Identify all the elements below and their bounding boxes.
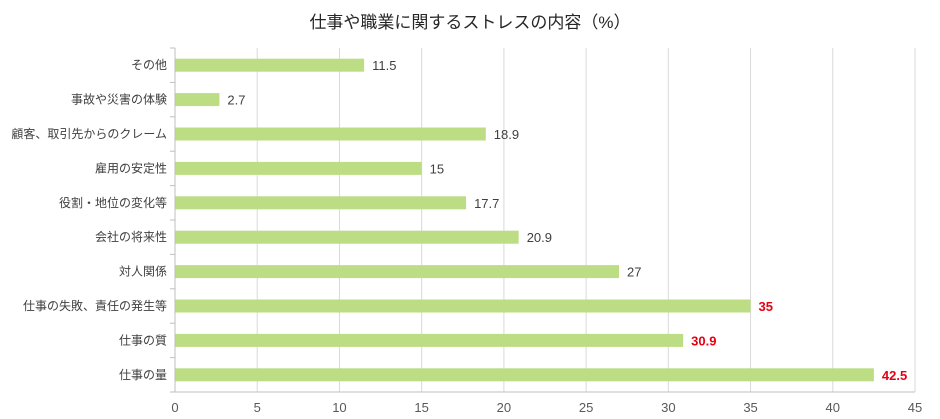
bar <box>175 58 365 72</box>
tick-labels: 0 5 10 15 20 25 30 35 40 45 <box>171 400 922 415</box>
bar <box>175 333 684 347</box>
x-tick-label: 40 <box>826 400 840 415</box>
category-labels: その他事故や災害の体験顧客、取引先からのクレーム雇用の安定性役割・地位の変化等会… <box>11 58 167 382</box>
bars <box>175 58 874 382</box>
bar <box>175 127 486 141</box>
x-tick-label: 10 <box>332 400 346 415</box>
gridlines <box>174 48 916 392</box>
category-label: 会社の将来性 <box>95 229 167 244</box>
x-tick-label: 0 <box>171 400 178 415</box>
bar <box>175 161 422 175</box>
x-tick-label: 45 <box>908 400 922 415</box>
data-label: 42.5 <box>882 368 907 383</box>
data-label: 18.9 <box>494 127 519 142</box>
x-tick-label: 20 <box>497 400 511 415</box>
data-label: 20.9 <box>527 230 552 245</box>
x-tick-label: 5 <box>254 400 261 415</box>
category-label: 仕事の量 <box>119 368 167 382</box>
data-label: 11.5 <box>372 58 396 73</box>
category-label: 対人関係 <box>119 265 167 279</box>
data-label: 2.7 <box>227 93 245 108</box>
category-label: 雇用の安定性 <box>95 160 167 175</box>
x-tick-label: 35 <box>743 400 757 415</box>
category-label: その他 <box>131 58 167 72</box>
category-label: 事故や災害の体験 <box>71 92 167 107</box>
x-tick-label: 25 <box>579 400 593 415</box>
data-labels: 11.5 2.7 18.9 15 17.7 20.9 27 35 30.9 42.5 <box>227 58 907 383</box>
bar <box>175 265 619 279</box>
data-label: 30.9 <box>691 333 716 348</box>
category-label: 仕事の質 <box>119 332 167 347</box>
bar <box>175 196 467 210</box>
data-label: 35 <box>759 299 773 314</box>
bar <box>175 93 220 107</box>
data-label: 27 <box>627 265 641 280</box>
category-label: 役割・地位の変化等 <box>59 195 167 210</box>
bar <box>175 299 751 313</box>
category-label: 仕事の失敗、責任の発生等 <box>23 298 167 313</box>
category-label: 顧客、取引先からのクレーム <box>11 126 167 141</box>
axes <box>170 47 915 393</box>
chart-title: 仕事や職業に関するストレスの内容（%） <box>309 13 630 32</box>
x-tick-label: 30 <box>661 400 675 415</box>
data-label: 17.7 <box>474 196 499 211</box>
bar <box>175 368 874 382</box>
data-label: 15 <box>430 161 444 176</box>
x-tick-label: 15 <box>414 400 428 415</box>
bar <box>175 230 519 244</box>
